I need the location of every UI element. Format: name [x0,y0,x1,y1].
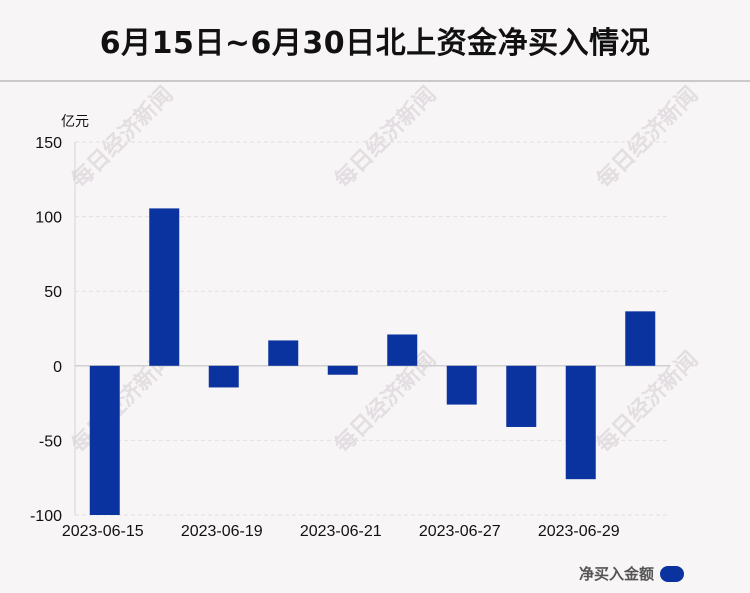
bar-2023-06-21 [327,365,358,375]
bar-2023-06-15 [89,365,120,515]
bar-2023-06-26 [387,334,418,366]
y-tick-label: -100 [30,508,62,525]
chart-title: 6月15日~6月30日北上资金净买入情况 [99,26,651,61]
x-tick-label: 2023-06-19 [181,523,263,540]
x-tick-label: 2023-06-27 [419,523,501,540]
bar-2023-06-27 [446,365,477,405]
y-tick-label: -50 [39,433,62,450]
y-axis: 150 100 50 0 -50 -100 [30,135,76,525]
legend: 净买入金额 [579,563,684,584]
x-axis: 2023-06-15 2023-06-19 2023-06-21 2023-06-27… [62,523,620,540]
y-tick-label: 150 [35,135,62,152]
x-tick-label: 2023-06-29 [538,523,620,540]
bar-2023-06-28 [506,365,537,427]
legend-label: 净买入金额 [578,565,654,583]
x-tick-label: 2023-06-21 [300,523,382,540]
bar-2023-06-30 [625,311,656,366]
x-tick-label: 2023-06-15 [62,523,144,540]
y-tick-label: 100 [35,210,62,227]
y-tick-label: 0 [53,359,62,376]
bar-2023-06-20 [268,340,299,366]
bar-2023-06-19 [208,365,239,388]
legend-swatch [660,565,684,582]
bar-2023-06-29 [565,365,596,480]
bars [89,208,656,515]
y-axis-unit: 亿元 [61,114,89,130]
title-divider [0,80,750,82]
bar-2023-06-16 [149,208,180,366]
y-tick-label: 50 [44,284,62,301]
